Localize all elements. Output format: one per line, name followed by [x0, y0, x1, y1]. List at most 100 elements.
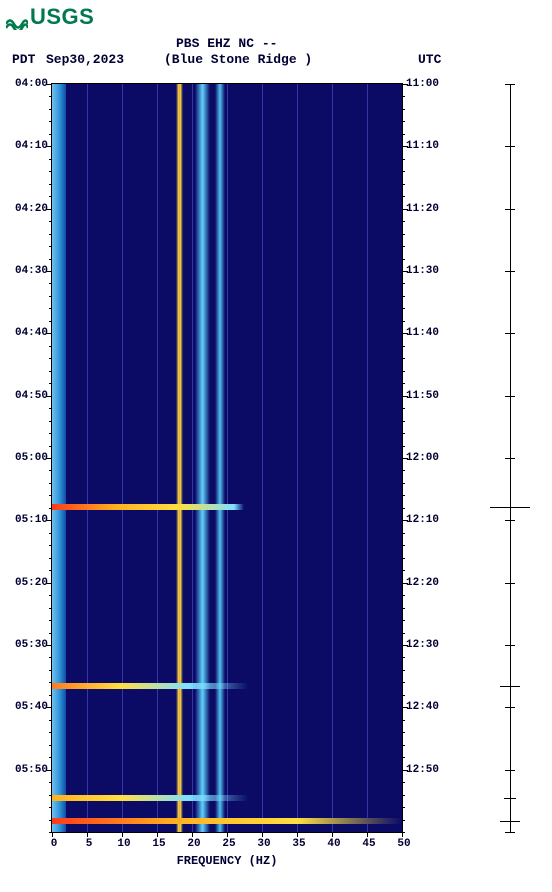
amp-tick: [505, 583, 515, 584]
y-minor-tick: [402, 408, 405, 409]
y-minor-tick: [402, 558, 405, 559]
amp-tick: [505, 645, 515, 646]
grid-line: [227, 84, 228, 832]
y-minor-tick: [402, 109, 405, 110]
y-tick-label: 11:30: [406, 265, 439, 277]
y-minor-tick: [402, 358, 405, 359]
x-tick-label: 50: [394, 838, 414, 850]
x-tick-mark: [402, 832, 403, 837]
right-timezone: UTC: [418, 52, 441, 67]
x-tick-mark: [227, 832, 228, 837]
y-minor-tick: [402, 820, 405, 821]
y-minor-tick: [402, 745, 405, 746]
x-axis: FREQUENCY (HZ) 05101520253035404550: [52, 832, 402, 872]
y-tick-label: 11:50: [406, 390, 439, 402]
y-minor-tick: [402, 495, 405, 496]
y-minor-tick: [402, 583, 405, 584]
x-tick-mark: [262, 832, 263, 837]
y-tick-label: 12:30: [406, 639, 439, 651]
y-minor-tick: [402, 234, 405, 235]
amp-event-marker: [500, 686, 520, 687]
usgs-logo-text: USGS: [30, 4, 94, 29]
y-minor-tick: [402, 732, 405, 733]
y-minor-tick: [402, 121, 405, 122]
y-tick-label: 12:00: [406, 452, 439, 464]
low-freq-band: [52, 84, 66, 832]
y-tick-label: 12:50: [406, 764, 439, 776]
y-minor-tick: [402, 770, 405, 771]
y-minor-tick: [402, 171, 405, 172]
y-minor-tick: [402, 446, 405, 447]
y-minor-tick: [402, 570, 405, 571]
usgs-logo: USGS: [6, 4, 94, 30]
y-minor-tick: [402, 146, 405, 147]
y-tick-label: 05:20: [0, 577, 48, 589]
amp-tick: [505, 770, 515, 771]
x-tick-label: 5: [79, 838, 99, 850]
amp-event-marker: [500, 821, 520, 822]
y-minor-tick: [402, 346, 405, 347]
amp-tick: [505, 271, 515, 272]
y-minor-tick: [402, 271, 405, 272]
x-tick-label: 20: [184, 838, 204, 850]
y-tick-label: 05:50: [0, 764, 48, 776]
amp-tick: [505, 146, 515, 147]
grid-line: [157, 84, 158, 832]
amp-tick: [505, 832, 515, 833]
x-tick-label: 40: [324, 838, 344, 850]
spectral-line: [215, 84, 225, 832]
x-tick-mark: [332, 832, 333, 837]
y-tick-label: 04:50: [0, 390, 48, 402]
x-tick-mark: [297, 832, 298, 837]
y-tick-label: 05:30: [0, 639, 48, 651]
amp-tick: [505, 396, 515, 397]
y-minor-tick: [402, 259, 405, 260]
amp-event-marker: [490, 507, 530, 508]
x-tick-mark: [122, 832, 123, 837]
spectral-line: [195, 84, 210, 832]
y-axis-left: 04:0004:1004:2004:3004:4004:5005:0005:10…: [0, 84, 52, 832]
amp-tick: [505, 520, 515, 521]
y-tick-label: 12:40: [406, 701, 439, 713]
y-tick-label: 04:20: [0, 203, 48, 215]
y-minor-tick: [402, 670, 405, 671]
y-minor-tick: [402, 134, 405, 135]
y-tick-label: 11:20: [406, 203, 439, 215]
seismic-event: [52, 795, 402, 801]
y-tick-label: 12:10: [406, 514, 439, 526]
x-tick-mark: [367, 832, 368, 837]
y-minor-tick: [402, 620, 405, 621]
y-minor-tick: [402, 757, 405, 758]
y-minor-tick: [402, 608, 405, 609]
grid-line: [192, 84, 193, 832]
x-tick-mark: [52, 832, 53, 837]
grid-line: [122, 84, 123, 832]
x-tick-mark: [87, 832, 88, 837]
y-tick-label: 05:00: [0, 452, 48, 464]
y-minor-tick: [402, 483, 405, 484]
y-minor-tick: [402, 383, 405, 384]
y-tick-label: 11:10: [406, 140, 439, 152]
y-tick-label: 04:40: [0, 327, 48, 339]
y-minor-tick: [402, 508, 405, 509]
y-minor-tick: [402, 595, 405, 596]
amp-event-marker: [504, 798, 516, 799]
y-minor-tick: [402, 545, 405, 546]
x-tick-mark: [157, 832, 158, 837]
left-timezone: PDT: [12, 52, 35, 67]
x-tick-label: 35: [289, 838, 309, 850]
x-tick-label: 0: [44, 838, 64, 850]
y-minor-tick: [402, 458, 405, 459]
y-tick-label: 05:40: [0, 701, 48, 713]
amp-tick: [505, 333, 515, 334]
y-minor-tick: [402, 209, 405, 210]
x-tick-label: 45: [359, 838, 379, 850]
y-minor-tick: [402, 159, 405, 160]
y-minor-tick: [402, 795, 405, 796]
y-minor-tick: [402, 807, 405, 808]
y-tick-label: 04:00: [0, 78, 48, 90]
y-minor-tick: [402, 396, 405, 397]
y-minor-tick: [402, 283, 405, 284]
y-minor-tick: [402, 657, 405, 658]
y-minor-tick: [402, 645, 405, 646]
